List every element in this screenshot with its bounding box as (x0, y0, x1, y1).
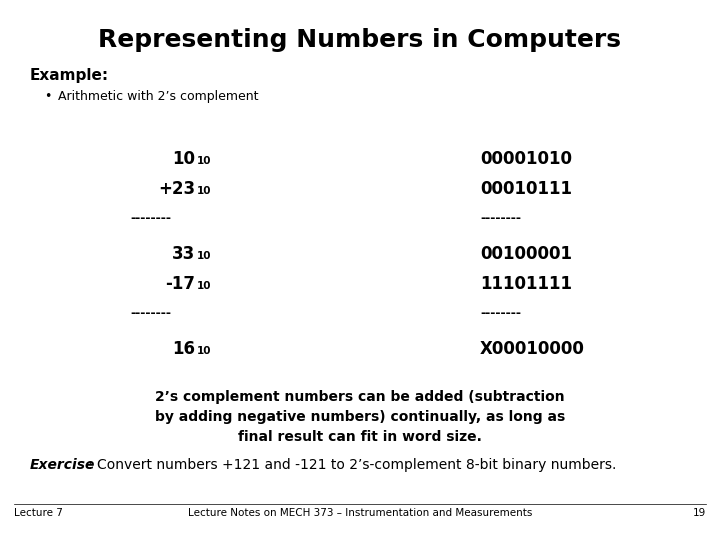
Text: 10: 10 (172, 150, 195, 168)
Text: +23: +23 (158, 180, 195, 198)
Text: 10: 10 (197, 156, 212, 166)
Text: 10: 10 (197, 281, 212, 291)
Text: Lecture 7: Lecture 7 (14, 508, 63, 518)
Text: --------: -------- (480, 307, 521, 320)
Text: by adding negative numbers) continually, as long as: by adding negative numbers) continually,… (155, 410, 565, 424)
Text: --------: -------- (130, 212, 171, 225)
Text: --------: -------- (480, 212, 521, 225)
Text: Exercise: Exercise (30, 458, 95, 472)
Text: Example:: Example: (30, 68, 109, 83)
Text: 10: 10 (197, 251, 212, 261)
Text: Lecture Notes on MECH 373 – Instrumentation and Measurements: Lecture Notes on MECH 373 – Instrumentat… (188, 508, 532, 518)
Text: Arithmetic with 2’s complement: Arithmetic with 2’s complement (58, 90, 258, 103)
Text: 10: 10 (197, 186, 212, 196)
Text: 00100001: 00100001 (480, 245, 572, 263)
Text: 00010111: 00010111 (480, 180, 572, 198)
Text: •: • (44, 90, 51, 103)
Text: X00010000: X00010000 (480, 340, 585, 358)
Text: 19: 19 (693, 508, 706, 518)
Text: -17: -17 (165, 275, 195, 293)
Text: Representing Numbers in Computers: Representing Numbers in Computers (99, 28, 621, 52)
Text: final result can fit in word size.: final result can fit in word size. (238, 430, 482, 444)
Text: --------: -------- (130, 307, 171, 320)
Text: 2’s complement numbers can be added (subtraction: 2’s complement numbers can be added (sub… (156, 390, 564, 404)
Text: : Convert numbers +121 and -121 to 2’s-complement 8-bit binary numbers.: : Convert numbers +121 and -121 to 2’s-c… (88, 458, 616, 472)
Text: 10: 10 (197, 346, 212, 356)
Text: 00001010: 00001010 (480, 150, 572, 168)
Text: 11101111: 11101111 (480, 275, 572, 293)
Text: 16: 16 (172, 340, 195, 358)
Text: 33: 33 (172, 245, 195, 263)
